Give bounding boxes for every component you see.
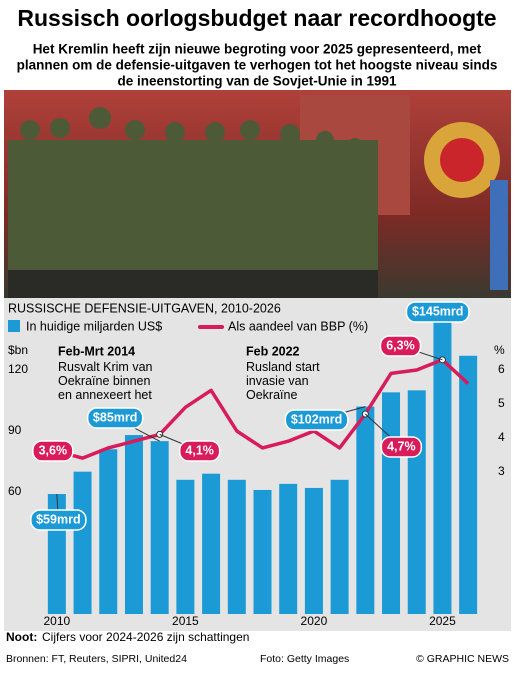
bar xyxy=(331,480,349,614)
subtitle: plannen om de defensie-uitgaven te verho… xyxy=(17,58,498,73)
bar xyxy=(254,490,272,614)
value-label: $145mrd xyxy=(412,304,463,318)
value-label: 4,7% xyxy=(387,439,416,453)
y2-tick-label: 6 xyxy=(498,362,505,376)
x-tick-label: 2015 xyxy=(172,614,199,628)
x-tick-label: 2020 xyxy=(301,614,328,628)
title: Russisch oorlogsbudget naar recordhoogte xyxy=(17,5,496,31)
annotation-title: Feb 2022 xyxy=(246,344,300,358)
sources: Bronnen: FT, Reuters, SIPRI, United24 xyxy=(6,653,187,665)
subtitle: Het Kremlin heeft zijn nieuwe begroting … xyxy=(33,42,482,57)
photo xyxy=(4,90,511,298)
annotation-title: Feb-Mrt 2014 xyxy=(58,344,135,358)
bar xyxy=(228,480,246,614)
x-tick-label: 2025 xyxy=(429,614,456,628)
y2-tick-label: 5 xyxy=(498,396,505,410)
chart-title: RUSSISCHE DEFENSIE-UITGAVEN, 2010-2026 xyxy=(8,301,281,315)
bar xyxy=(99,449,117,614)
legend-label: Als aandeel van BBP (%) xyxy=(228,319,368,333)
bar xyxy=(151,441,169,614)
bar xyxy=(279,484,297,614)
value-label: 3,6% xyxy=(39,443,68,457)
value-label: $102mrd xyxy=(291,412,342,426)
bar xyxy=(202,474,220,614)
credit: © GRAPHIC NEWS xyxy=(416,653,509,665)
bar xyxy=(382,392,400,614)
bar xyxy=(125,435,143,614)
value-label: 6,3% xyxy=(386,338,415,352)
y-tick-label: 60 xyxy=(8,484,22,498)
y2-axis-label: % xyxy=(494,343,505,357)
legend-label: In huidige miljarden US$ xyxy=(26,319,162,333)
value-label: 4,1% xyxy=(185,443,214,457)
y-tick-label: 90 xyxy=(8,423,22,437)
photo-credit: Foto: Getty Images xyxy=(260,653,349,665)
note: Cijfers voor 2024-2026 zijn schattingen xyxy=(42,630,249,644)
bar xyxy=(74,472,92,614)
bar xyxy=(176,480,194,614)
note-label: Noot: xyxy=(6,630,37,644)
y-axis-label: $bn xyxy=(8,343,28,357)
bar xyxy=(305,488,323,614)
y2-tick-label: 4 xyxy=(498,430,505,444)
subtitle: de ineenstorting van de Sovjet-Unie in 1… xyxy=(117,74,397,89)
value-label: $85mrd xyxy=(93,410,137,424)
bar xyxy=(356,407,374,614)
y-tick-label: 120 xyxy=(8,362,28,376)
bar xyxy=(408,390,426,614)
bar xyxy=(459,356,477,614)
x-tick-label: 2010 xyxy=(44,614,71,628)
y2-tick-label: 3 xyxy=(498,464,505,478)
legend-swatch xyxy=(8,320,20,332)
value-label: $59mrd xyxy=(36,512,80,526)
